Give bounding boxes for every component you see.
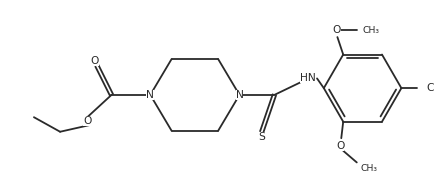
Text: HN: HN (300, 73, 316, 83)
Text: O: O (335, 141, 344, 151)
Text: CH₃: CH₃ (360, 164, 377, 173)
Text: O: O (91, 56, 99, 66)
Text: N: N (146, 90, 154, 100)
Text: O: O (332, 25, 340, 35)
Text: Cl: Cl (426, 83, 434, 93)
Text: CH₃: CH₃ (362, 26, 379, 35)
Text: O: O (83, 116, 91, 126)
Text: N: N (235, 90, 243, 100)
Text: S: S (258, 132, 265, 142)
